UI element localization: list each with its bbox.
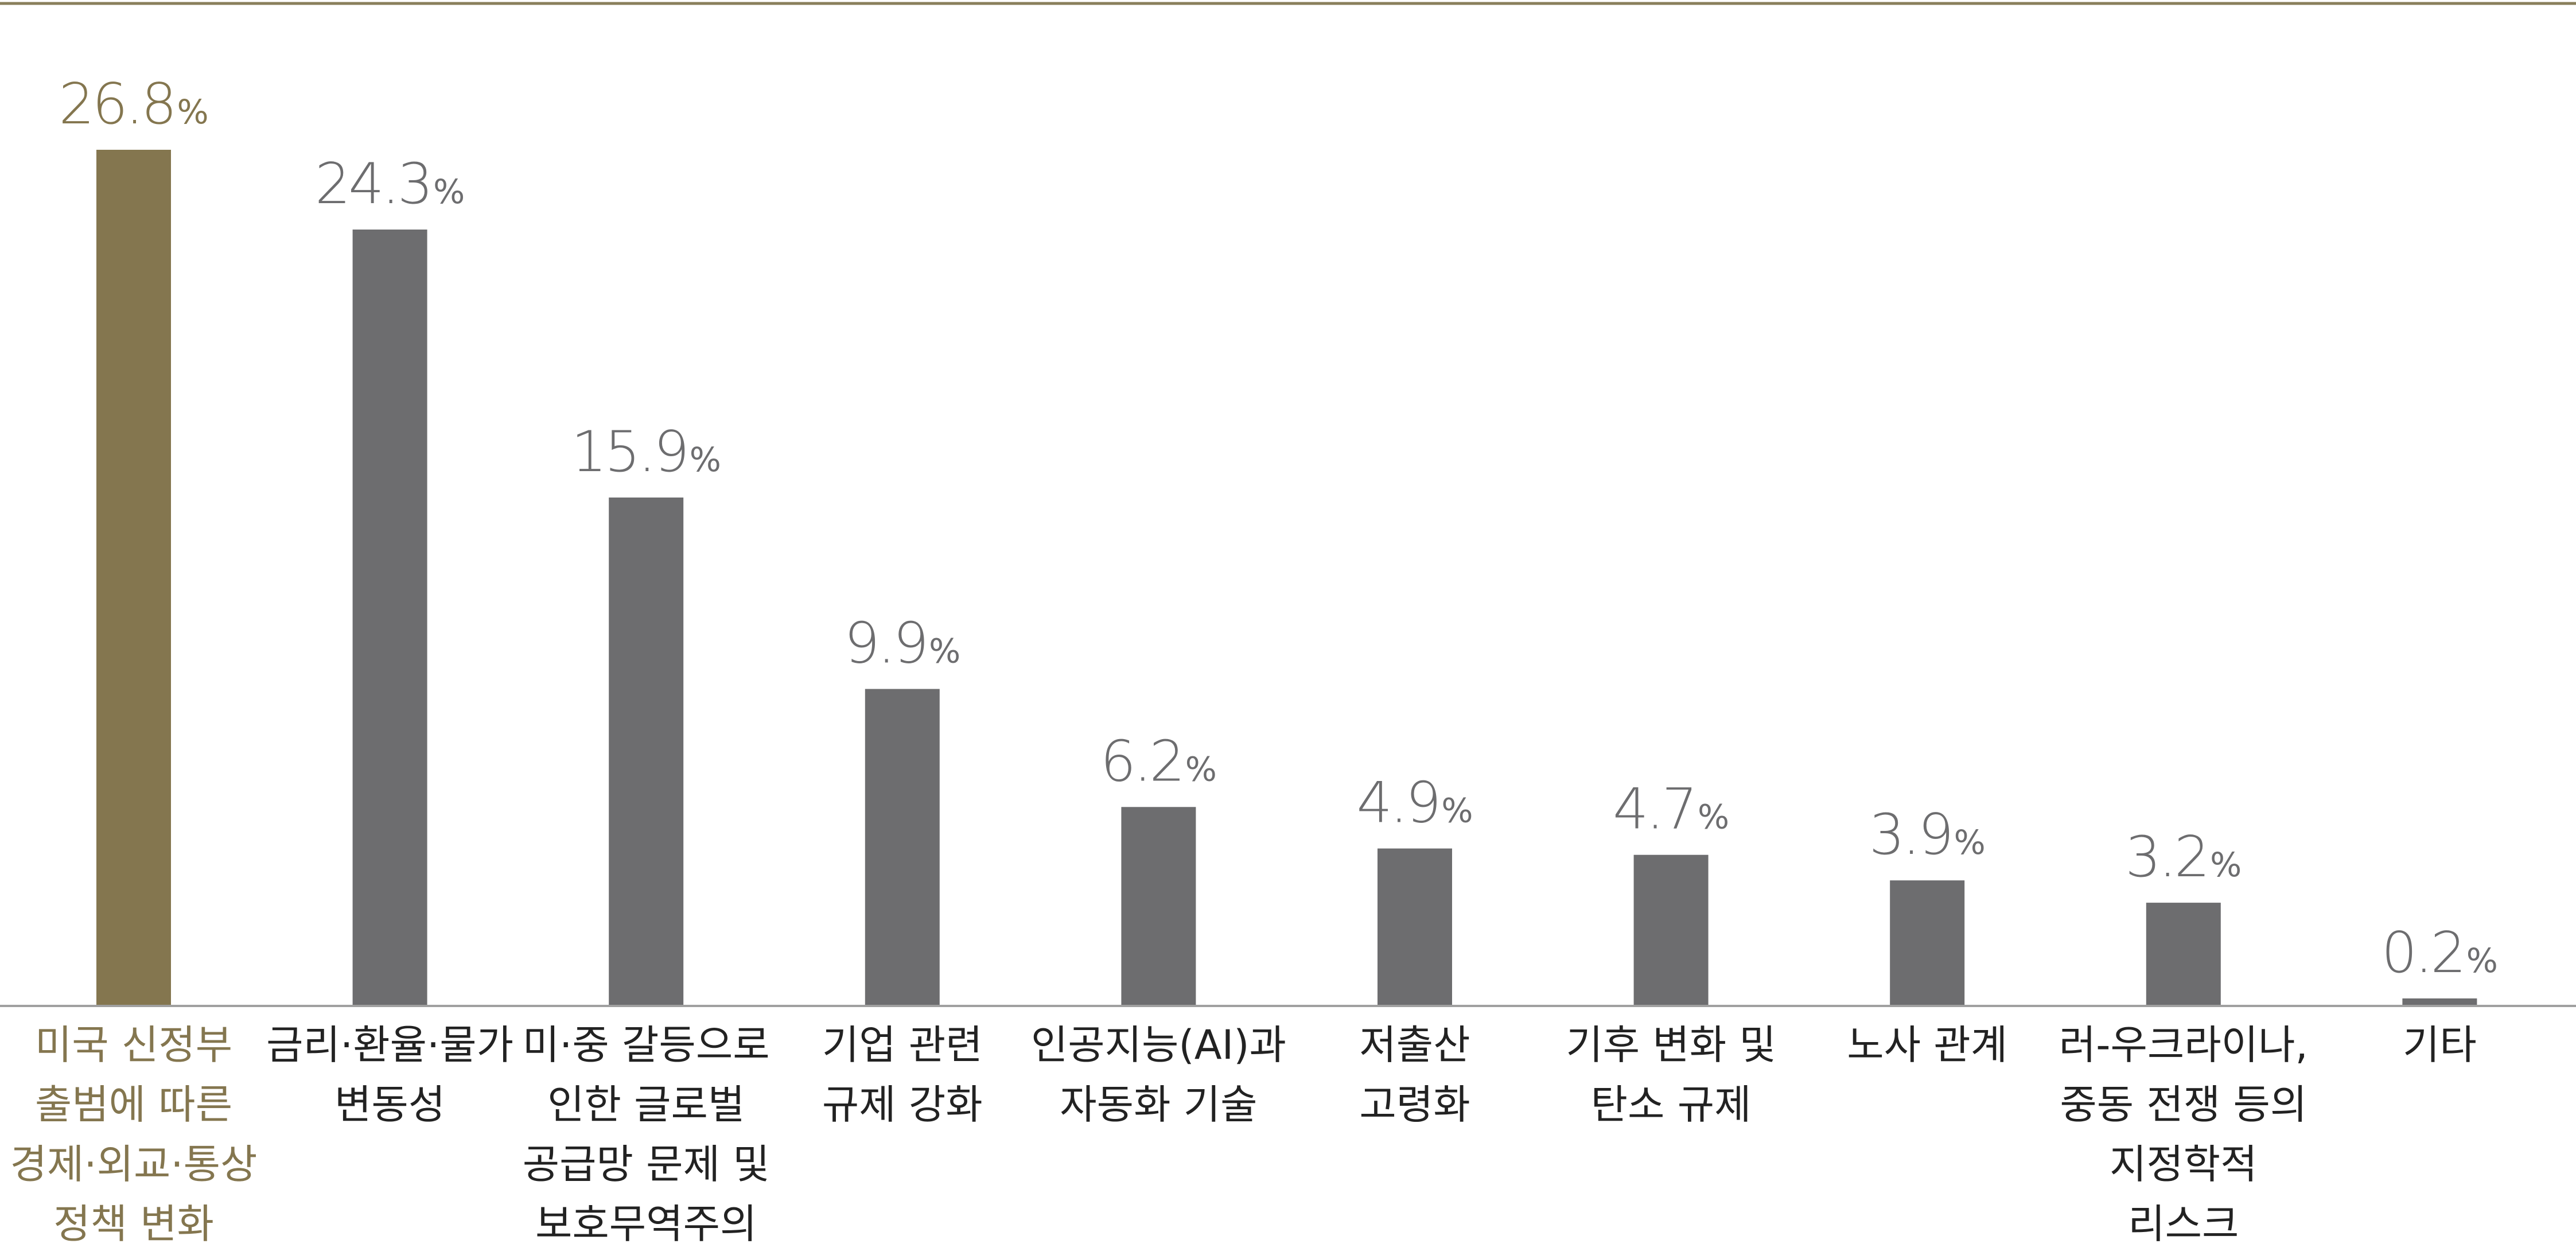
value-label-3: 15.9% [571,419,721,485]
category-label-line: 출범에 따른 [35,1081,232,1128]
value-number: 3.2 [2125,825,2208,890]
category-label-line: 금리·환율·물가 [266,1021,513,1068]
value-label-9: 3.2% [2125,825,2242,890]
value-number: 3.9 [1869,802,1952,868]
value-label-1: 26.8% [59,72,208,137]
value-unit: % [2466,941,2498,980]
category-label-line: 미국 신정부 [35,1021,232,1068]
value-label-10: 0.2% [2382,920,2498,986]
value-label-5: 6.2% [1100,729,1217,794]
category-label-line: 기타 [2403,1021,2477,1068]
category-label-line: 저출산 [1359,1021,1470,1068]
bar-9 [2146,903,2221,1005]
category-label-line: 인공지능(AI)과 [1031,1021,1286,1068]
value-unit: % [2210,845,2242,884]
value-number: 6.2 [1100,729,1183,794]
category-label-line: 지정학적 [2110,1141,2258,1188]
value-number: 0.2 [2382,920,2464,986]
category-label-8: 노사 관계 [1847,1021,2007,1068]
value-unit: % [177,92,209,131]
category-label-line: 러-우크라이나, [2059,1021,2308,1068]
category-label-line: 인한 글로벌 [547,1081,745,1128]
value-number: 15.9 [571,419,687,485]
bar-3 [609,498,684,1005]
category-label-line: 탄소 규제 [1591,1081,1752,1128]
value-unit: % [1441,791,1473,830]
value-unit: % [690,440,721,479]
value-unit: % [433,172,465,211]
category-label-line: 보호무역주의 [535,1200,757,1248]
category-label-line: 규제 강화 [822,1081,983,1128]
value-number: 26.8 [59,72,174,137]
category-label-line: 자동화 기술 [1060,1081,1257,1128]
category-label-line: 변동성 [334,1081,445,1128]
bar-7 [1633,854,1709,1005]
bars-group [96,150,2477,1005]
category-label-line: 노사 관계 [1847,1021,2007,1068]
value-unit: % [1698,798,1729,837]
category-label-line: 경제·외교·통상 [10,1141,258,1188]
value-label-6: 4.9% [1357,771,1473,836]
category-label-line: 고령화 [1359,1081,1470,1128]
value-label-7: 4.7% [1613,777,1729,842]
value-label-4: 9.9% [844,611,960,677]
value-unit: % [1954,823,1986,862]
value-number: 9.9 [844,611,927,677]
category-label-line: 기업 관련 [822,1021,983,1068]
category-label-line: 중동 전쟁 등의 [2060,1081,2307,1128]
category-label-line: 미·중 갈등으로 [523,1021,770,1068]
bar-2 [352,230,427,1005]
category-label-line: 기후 변화 및 [1566,1021,1776,1068]
bar-1 [96,150,171,1005]
category-label-line: 리스크 [2128,1200,2239,1248]
category-label-10: 기타 [2403,1021,2477,1068]
value-unit: % [929,632,960,671]
bar-5 [1121,807,1196,1005]
bar-8 [1890,880,1965,1005]
bar-4 [865,689,940,1005]
bar-10 [2402,998,2477,1005]
value-label-8: 3.9% [1869,802,1986,868]
value-number: 24.3 [315,151,431,217]
value-labels-group: 26.8%24.3%15.9%9.9%6.2%4.9% 4.7% 3.9% 3.2%0… [59,72,2498,986]
value-label-2: 24.3% [315,151,465,217]
value-number: 4.7 [1613,777,1695,842]
category-label-line: 정책 변화 [53,1200,214,1248]
bar-6 [1378,848,1452,1005]
value-unit: % [1185,749,1217,788]
value-number: 4.9 [1357,771,1439,836]
category-label-line: 공급망 문제 및 [523,1141,770,1188]
